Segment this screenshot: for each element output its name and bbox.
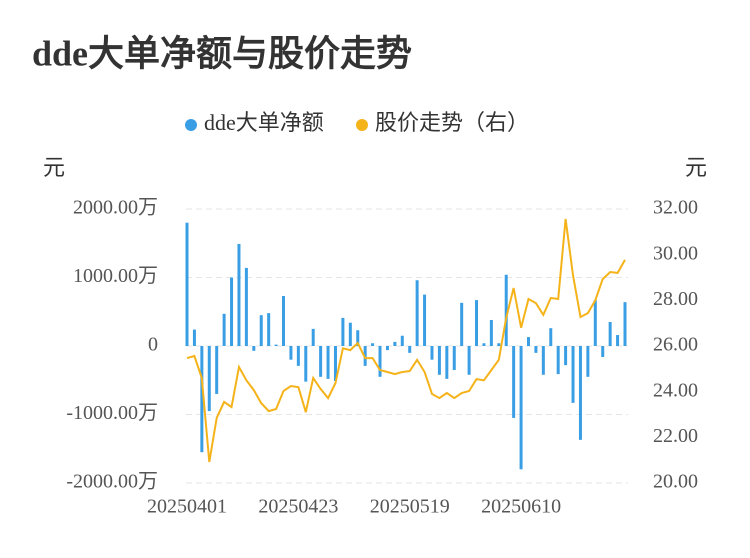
bar <box>489 319 493 346</box>
bar <box>378 346 382 377</box>
bar <box>512 346 516 418</box>
bar <box>222 313 226 346</box>
bar <box>475 300 479 346</box>
bar <box>200 346 204 453</box>
bar <box>393 341 397 346</box>
bar <box>616 335 620 346</box>
y-tick-label: 1000.00万 <box>73 265 158 287</box>
y2-tick-label: 20.00 <box>653 471 698 493</box>
bar <box>259 315 263 346</box>
bar <box>207 346 211 412</box>
bar <box>289 346 293 360</box>
bar <box>534 346 538 353</box>
bar <box>371 343 375 346</box>
bar <box>400 335 404 346</box>
x-tick-label: 20250423 <box>258 496 338 518</box>
bar <box>586 346 590 377</box>
bar <box>304 346 308 382</box>
legend-marker <box>356 119 368 131</box>
bar <box>526 337 530 346</box>
bar <box>430 346 434 360</box>
bar <box>244 267 248 346</box>
bar <box>341 317 345 346</box>
y-tick-label: -2000.00万 <box>66 471 158 493</box>
y2-tick-label: 22.00 <box>653 425 698 447</box>
y2-tick-label: 30.00 <box>653 242 698 264</box>
y2-axis-label: 元 <box>685 155 707 180</box>
bar <box>185 222 189 346</box>
y-axis-label: 元 <box>43 155 65 180</box>
y2-tick-label: 32.00 <box>653 197 698 219</box>
bar <box>452 346 456 370</box>
legend-marker <box>185 119 197 131</box>
bar <box>608 322 612 346</box>
y2-tick-label: 28.00 <box>653 288 698 310</box>
bar <box>348 322 352 346</box>
legend-label: dde大单净额 <box>204 110 324 135</box>
bar <box>556 346 560 375</box>
bar <box>237 243 241 346</box>
price-line <box>186 218 626 463</box>
bar <box>497 343 501 346</box>
bar <box>267 313 271 346</box>
bar <box>408 346 412 353</box>
bar <box>252 346 256 351</box>
x-tick-label: 20250401 <box>147 496 227 518</box>
bar <box>333 346 337 381</box>
bar <box>415 280 419 346</box>
bar <box>192 329 196 346</box>
y-tick-label: 2000.00万 <box>73 197 158 219</box>
bar <box>571 346 575 403</box>
bar <box>437 346 441 375</box>
bar <box>274 344 278 346</box>
bar <box>482 343 486 346</box>
bar <box>296 346 300 366</box>
y2-tick-label: 26.00 <box>653 334 698 356</box>
chart-title: dde大单净额与股价走势 <box>32 33 412 73</box>
bar <box>445 346 449 379</box>
bar <box>282 295 286 346</box>
bar <box>593 300 597 346</box>
bar <box>467 346 471 375</box>
bar <box>549 328 553 346</box>
x-tick-label: 20250519 <box>370 496 450 518</box>
bar <box>356 330 360 346</box>
bar <box>326 346 330 379</box>
bar <box>578 346 582 440</box>
y-tick-label: -1000.00万 <box>66 402 158 424</box>
bar <box>519 346 523 470</box>
legend-label: 股价走势（右） <box>375 110 529 135</box>
bar <box>460 302 464 346</box>
bar <box>601 346 605 357</box>
bar <box>311 328 315 346</box>
bar <box>215 346 219 394</box>
bar <box>385 346 389 351</box>
bar <box>564 346 568 366</box>
bar <box>423 294 427 346</box>
bar <box>319 346 323 377</box>
bar <box>623 302 627 346</box>
x-tick-label: 20250610 <box>481 496 561 518</box>
y2-tick-label: 24.00 <box>653 379 698 401</box>
bar <box>541 346 545 375</box>
bar <box>230 277 234 346</box>
y-tick-label: 0 <box>148 334 158 356</box>
bar <box>504 274 508 346</box>
